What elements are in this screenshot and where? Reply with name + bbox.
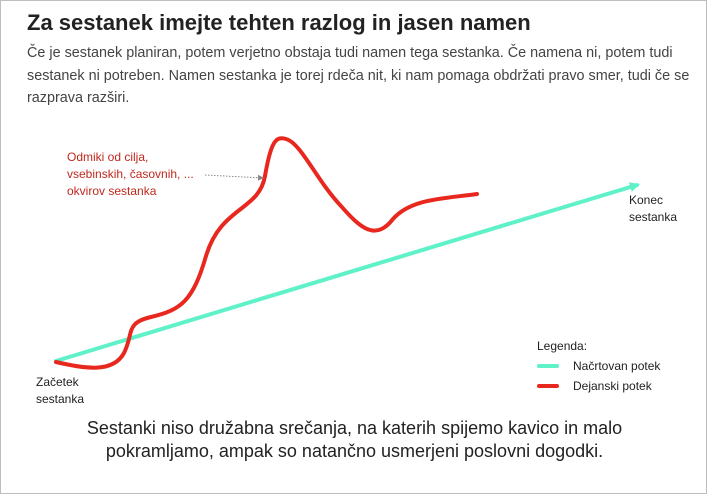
legend-label-planned: Načrtovan potek: [573, 359, 661, 373]
start-label: Začetek sestanka: [36, 375, 84, 406]
legend: Legenda: Načrtovan potek Dejanski potek: [537, 339, 661, 393]
actual-course-curve: [54, 136, 479, 370]
deviation-annotation: Odmiki od cilja, vsebinskih, časovnih, .…: [67, 150, 197, 198]
legend-title: Legenda:: [537, 339, 587, 353]
legend-label-actual: Dejanski potek: [573, 379, 653, 393]
intro-paragraph: Če je sestanek planiran, potem verjetno …: [27, 45, 690, 106]
planned-course-line: [54, 182, 640, 363]
end-label: Konec sestanka: [629, 193, 677, 224]
page-title: Za sestanek imejte tehten razlog in jase…: [27, 10, 531, 35]
annotation-pointer-line: [204, 174, 264, 181]
caption: Sestanki niso družabna srečanja, na kate…: [86, 418, 623, 461]
